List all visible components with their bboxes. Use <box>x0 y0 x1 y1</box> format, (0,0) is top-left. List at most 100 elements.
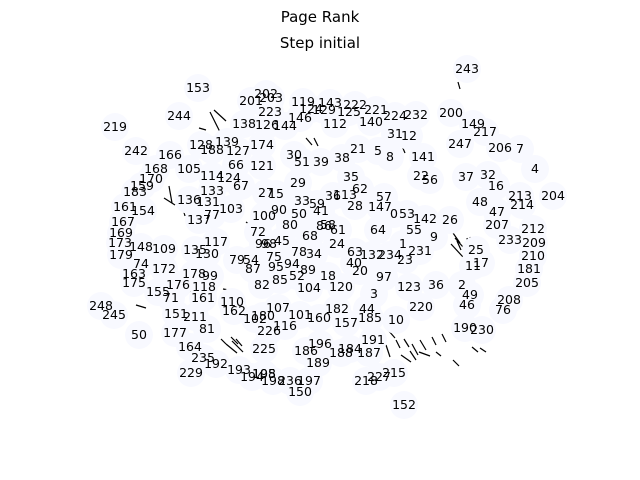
graph-node <box>395 273 423 301</box>
node-label: 103 <box>219 201 243 216</box>
node-label: 50 <box>131 327 147 342</box>
graph-node <box>289 88 317 116</box>
node-label: 53 <box>399 206 415 221</box>
node-label: 187 <box>357 345 381 360</box>
node-label: 175 <box>122 275 146 290</box>
graph-edge <box>419 339 427 351</box>
node-label: 116 <box>273 318 297 333</box>
node-label: 217 <box>473 124 497 139</box>
node-label: 29 <box>290 175 306 190</box>
node-label: 109 <box>152 241 176 256</box>
node-label: 129 <box>312 102 336 117</box>
node-label: 80 <box>282 217 298 232</box>
node-label: 160 <box>307 310 331 325</box>
node-label: 144 <box>273 118 297 133</box>
node-label: 39 <box>313 154 329 169</box>
node-label: 208 <box>497 292 521 307</box>
graph-node <box>187 131 215 159</box>
node-label: 81 <box>199 321 215 336</box>
graph-edge <box>409 350 417 361</box>
node-label: 18 <box>320 268 336 283</box>
graph-node <box>292 337 320 365</box>
node-label: 89 <box>300 262 316 277</box>
node-label: 248 <box>89 298 113 313</box>
node-label: 9 <box>430 229 438 244</box>
graph-node <box>87 292 115 320</box>
graph-node <box>175 186 203 214</box>
node-label: 163 <box>122 266 146 281</box>
node-label: 183 <box>123 184 147 199</box>
node-label: 24 <box>329 236 345 251</box>
node-label: 38 <box>334 150 350 165</box>
graph-node <box>341 91 369 119</box>
node-label: 75 <box>266 249 282 264</box>
graph-node <box>252 179 280 207</box>
graph-node <box>521 155 549 183</box>
node-label: 176 <box>166 277 190 292</box>
node-label: 124 <box>299 101 323 116</box>
node-label: 67 <box>233 178 249 193</box>
node-label: 178 <box>182 266 206 281</box>
graph-node <box>280 141 308 169</box>
graph-edge <box>230 336 239 345</box>
node-label: 58 <box>320 217 336 232</box>
node-label: 169 <box>109 225 133 240</box>
node-label: 184 <box>338 341 362 356</box>
graph-edge <box>452 232 461 244</box>
node-label: 130 <box>195 246 219 261</box>
node-label: 220 <box>409 299 433 314</box>
node-label: 97 <box>376 269 392 284</box>
node-label: 146 <box>288 110 312 125</box>
graph-node <box>223 246 251 274</box>
graph-node <box>165 102 193 130</box>
node-label: 167 <box>111 214 135 229</box>
graph-node <box>150 235 178 263</box>
node-label: 96 <box>255 236 271 251</box>
node-label: 201 <box>239 93 263 108</box>
graph-node <box>218 288 246 316</box>
node-label: 173 <box>108 235 132 250</box>
node-label: 203 <box>259 90 283 105</box>
graph-node <box>250 360 278 388</box>
graph-node <box>409 143 437 171</box>
node-label: 102 <box>243 311 267 326</box>
node-label: 161 <box>113 199 137 214</box>
graph-node <box>382 306 410 334</box>
node-label: 198 <box>261 373 285 388</box>
node-label: 48 <box>472 194 488 209</box>
graph-edge <box>452 359 460 367</box>
graph-edge <box>198 127 207 131</box>
node-label: 155 <box>146 284 170 299</box>
node-label: 218 <box>354 373 378 388</box>
node-label: 179 <box>109 247 133 262</box>
graph-edge <box>403 338 410 348</box>
node-label: 117 <box>204 234 228 249</box>
graph-node <box>230 110 258 138</box>
node-label: 233 <box>498 232 522 247</box>
node-label: 143 <box>318 95 342 110</box>
node-label: 59 <box>309 196 325 211</box>
node-label: 135 <box>183 242 207 257</box>
graph-edge <box>313 137 319 147</box>
node-label: 174 <box>250 137 274 152</box>
node-label: 47 <box>489 204 505 219</box>
node-label: 108 <box>252 366 276 381</box>
node-label: 121 <box>250 158 274 173</box>
graph-node <box>286 301 314 329</box>
node-label: 126 <box>255 117 279 132</box>
graph-node <box>252 80 280 108</box>
node-label: 61 <box>330 222 346 237</box>
node-label: 202 <box>254 86 278 101</box>
node-label: 128 <box>189 137 213 152</box>
node-label: 90 <box>271 202 287 217</box>
node-label: 100 <box>252 208 276 223</box>
node-label: 4 <box>531 161 539 176</box>
node-label: 112 <box>323 116 347 131</box>
node-label: 85 <box>272 272 288 287</box>
graph-node <box>452 163 480 191</box>
node-label: 66 <box>228 157 244 172</box>
graph-edge <box>456 240 462 251</box>
node-label: 166 <box>158 147 182 162</box>
node-label: 214 <box>510 197 534 212</box>
